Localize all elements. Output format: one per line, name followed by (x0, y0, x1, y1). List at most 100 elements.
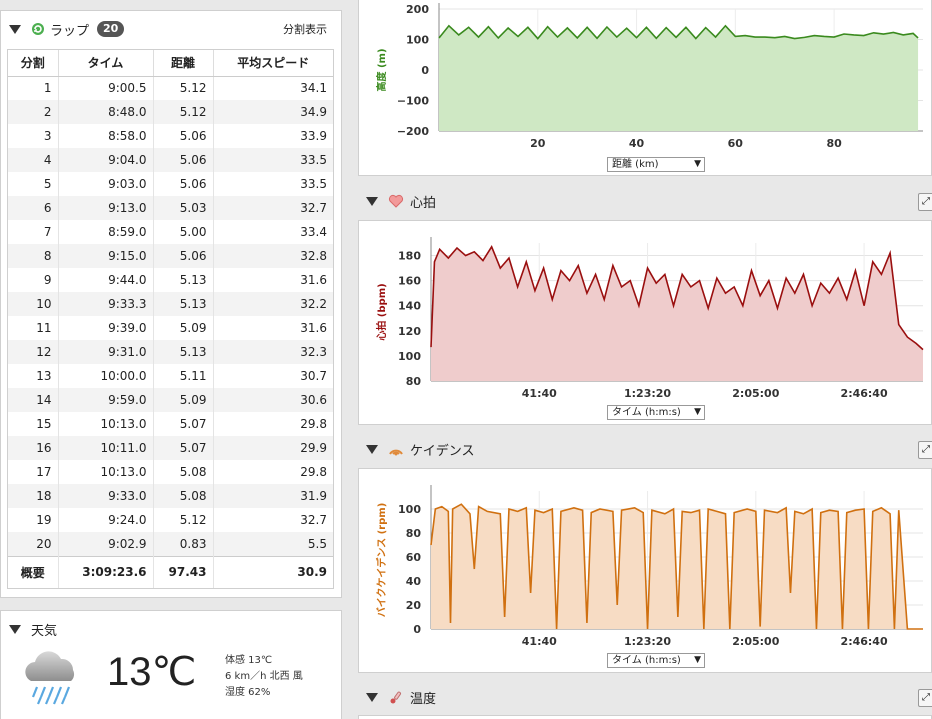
lap-cell: 10:11.0 (58, 436, 154, 460)
lap-row[interactable]: 11 9:39.0 5.09 31.6 (8, 316, 333, 340)
lap-cell: 34.9 (213, 100, 333, 124)
lap-cell: 9:04.0 (58, 148, 154, 172)
y-tick-label: 0 (421, 64, 429, 77)
temperature-chart-panel (358, 715, 932, 719)
lap-row[interactable]: 20 9:02.9 0.83 5.5 (8, 532, 333, 556)
split-view-link[interactable]: 分割表示 (283, 23, 327, 36)
expand-temperature-icon[interactable]: ⤢ (918, 689, 932, 707)
lap-summary-cell: 30.9 (213, 555, 333, 588)
lap-row[interactable]: 5 9:03.0 5.06 33.5 (8, 172, 333, 196)
laps-panel: ラップ 20 分割表示 分割 タイム 距離 平均スピード 1 9:00.5 5.12 34.… (0, 10, 342, 598)
lap-row[interactable]: 10 9:33.3 5.13 32.2 (8, 292, 333, 316)
lap-cell: 5.12 (153, 508, 214, 532)
lap-cell: 31.6 (300, 321, 327, 335)
lap-cell: 32.7 (300, 513, 327, 527)
lap-row[interactable]: 2 8:48.0 5.12 34.9 (8, 100, 333, 124)
lap-row[interactable]: 3 8:58.0 5.06 33.9 (8, 124, 333, 148)
lap-row[interactable]: 4 9:04.0 5.06 33.5 (8, 148, 333, 172)
lap-cell: 13 (8, 364, 59, 388)
lap-cell: 2 (8, 100, 59, 124)
lap-row[interactable]: 13 10:00.0 5.11 30.7 (8, 364, 333, 388)
lap-cell: 32.8 (213, 244, 333, 268)
lap-row[interactable]: 12 9:31.0 5.13 32.3 (8, 340, 333, 364)
lap-cell: 6 (8, 196, 59, 220)
elevation-x-axis-select[interactable]: 距離 (km) ▼ (607, 157, 705, 172)
collapse-laps-icon[interactable] (9, 24, 21, 34)
x-tick-label: 2:05:00 (732, 635, 779, 648)
hr-section-header: 心拍 ⤢ (358, 185, 932, 217)
lap-cell: 9:31.0 (58, 340, 154, 364)
lap-cell: 5.03 (153, 196, 214, 220)
y-tick-label: 20 (406, 599, 422, 612)
hr-title: 心拍 (410, 195, 437, 211)
lap-cell: 0.83 (153, 532, 214, 556)
cadence-x-axis-select[interactable]: タイム (h:m:s) ▼ (607, 653, 705, 668)
y-tick-label: 140 (398, 300, 421, 313)
x-tick-label: 41:40 (522, 387, 557, 400)
lap-row[interactable]: 18 9:33.0 5.08 31.9 (8, 484, 333, 508)
lap-cell: 5.13 (153, 268, 214, 292)
x-tick-label: 1:23:20 (624, 387, 671, 400)
expand-cadence-icon[interactable]: ⤢ (918, 441, 932, 459)
lap-row[interactable]: 14 9:59.0 5.09 30.6 (8, 388, 333, 412)
collapse-hr-icon[interactable] (366, 196, 378, 206)
hr-x-axis-select[interactable]: タイム (h:m:s) ▼ (607, 405, 705, 420)
lap-row[interactable]: 1 9:00.5 5.12 34.1 (8, 76, 333, 100)
weather-title: 天気 (31, 623, 58, 639)
lap-cell: 10:13.0 (58, 460, 154, 484)
lap-cell: 12 (8, 340, 59, 364)
lap-cell: 20 (8, 532, 59, 556)
lap-cell: 32.3 (213, 340, 333, 364)
lap-cell: 7 (8, 220, 59, 244)
y-tick-label: 0 (413, 623, 421, 636)
collapse-cadence-icon[interactable] (366, 444, 378, 454)
lap-cell: 33.5 (213, 148, 333, 172)
cadence-section-header: ケイデンス ⤢ (358, 433, 932, 465)
lap-row[interactable]: 8 9:15.0 5.06 32.8 (8, 244, 333, 268)
lap-cell: 14 (8, 388, 59, 412)
lap-row[interactable]: 17 10:13.0 5.08 29.8 (8, 460, 333, 484)
lap-cell: 5.06 (153, 172, 214, 196)
weather-feels: 体感 13℃ (225, 655, 273, 666)
lap-col-header[interactable]: 分割 (8, 50, 59, 77)
collapse-weather-icon[interactable] (9, 624, 21, 634)
lap-row[interactable]: 16 10:11.0 5.07 29.9 (8, 436, 333, 460)
expand-hr-icon[interactable]: ⤢ (918, 193, 932, 211)
lap-col-header[interactable]: 平均スピード (213, 50, 333, 77)
lap-row[interactable]: 6 9:13.0 5.03 32.7 (8, 196, 333, 220)
x-tick-label: 2:05:00 (732, 387, 779, 400)
y-axis-label: 心拍 (bpm) (375, 283, 388, 340)
lap-row[interactable]: 15 10:13.0 5.07 29.8 (8, 412, 333, 436)
y-tick-label: −200 (397, 125, 430, 138)
lap-col-header[interactable]: 距離 (153, 50, 214, 77)
y-tick-label: 160 (398, 275, 421, 288)
lap-cell: 10 (8, 292, 59, 316)
weather-wind: 6 km／h 北西 風 (225, 671, 303, 682)
lap-cell: 33.9 (300, 129, 327, 143)
laps-count-badge: 20 (97, 21, 125, 37)
lap-cell: 5.06 (153, 124, 214, 148)
lap-cell: 5.06 (153, 244, 214, 268)
lap-cell: 31.9 (213, 484, 333, 508)
lap-cell: 9:33.0 (58, 484, 154, 508)
lap-row[interactable]: 19 9:24.0 5.12 32.7 (8, 508, 333, 532)
laps-table: 分割 タイム 距離 平均スピード 1 9:00.5 5.12 34.1 2 8:48.0 5.12… (8, 50, 333, 588)
lap-cell: 5.08 (153, 484, 214, 508)
weather-humidity: 湿度 62% (225, 687, 271, 698)
lap-cell: 5.08 (153, 460, 214, 484)
lap-cell: 10:00.0 (58, 364, 154, 388)
series-line (430, 503, 923, 630)
lap-cell: 5.06 (153, 148, 214, 172)
series-area (431, 504, 923, 629)
lap-cell: 11 (8, 316, 59, 340)
series-area (431, 246, 923, 381)
cadence-chart-panel: 100 80 60 40 20 0 41:40 1:23:20 2:05:00 2:46:40 バイ… (358, 468, 932, 673)
hr-chart: 180 160 140 120 100 80 41:40 1:23:20 2:05:00 2:46… (375, 237, 924, 400)
lap-cell: 8 (8, 244, 59, 268)
lap-row[interactable]: 9 9:44.0 5.13 31.6 (8, 268, 333, 292)
heart-icon (388, 194, 404, 208)
lap-col-header[interactable]: タイム (58, 50, 154, 77)
collapse-temperature-icon[interactable] (366, 692, 378, 702)
lap-row[interactable]: 7 8:59.0 5.00 33.4 (8, 220, 333, 244)
y-axis-label: バイクケイデンス (rpm) (375, 503, 388, 618)
